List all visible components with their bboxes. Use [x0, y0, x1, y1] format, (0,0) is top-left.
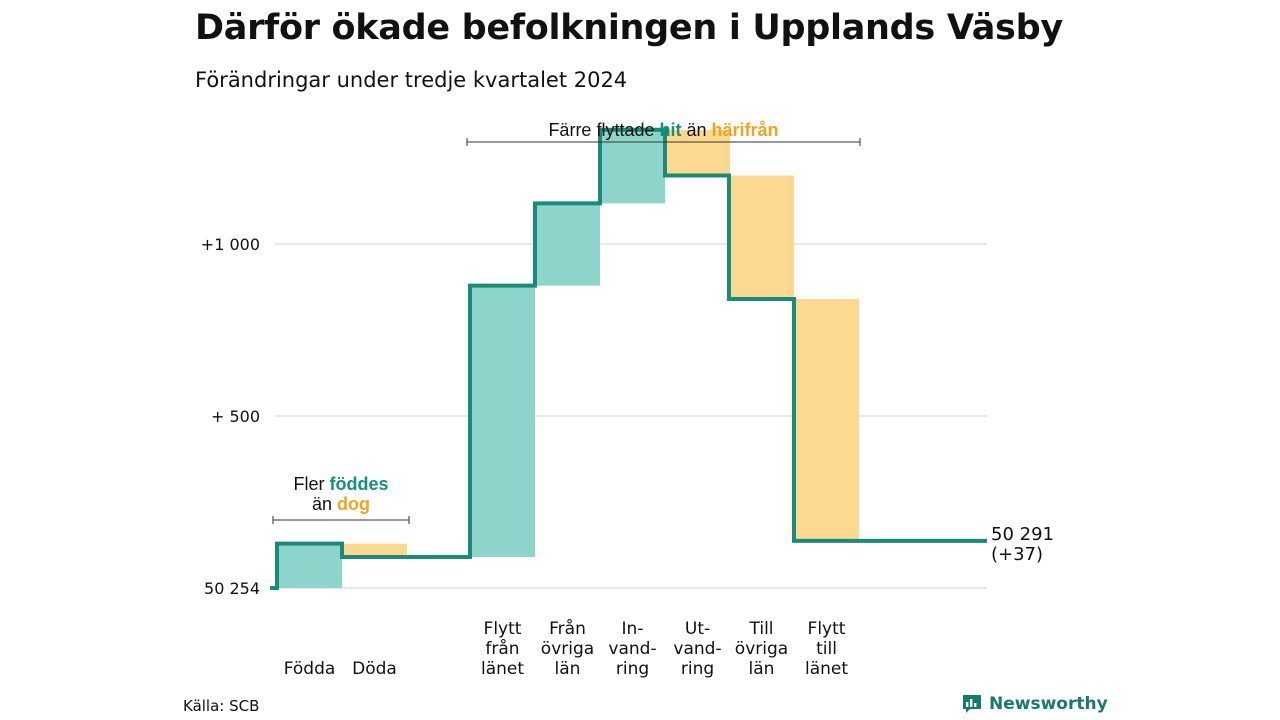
cumulative-step-line — [270, 127, 987, 590]
step-line — [270, 127, 987, 590]
category-label-invandring: In-vand-ring — [608, 619, 656, 679]
y-tick-label: +1 000 — [201, 235, 260, 254]
category-label-till-ovriga-lan: Till övriga län — [735, 619, 788, 679]
bar-doda — [342, 543, 407, 558]
bar-fran-ovriga-lan — [535, 203, 600, 286]
category-label-utvandring: Ut-vand-ring — [673, 619, 721, 679]
y-tick-label: 50 254 — [204, 579, 260, 598]
grid-lines — [275, 243, 987, 589]
category-label-fran-ovriga-lan: Från övriga län — [541, 618, 594, 679]
bar-fodda — [277, 543, 342, 588]
category-label-flytt-fran-lanet: Flytt från länet — [481, 619, 524, 679]
labels: 50 254 + 500 +1 000 Födda Döda Flytt från länet… — [201, 120, 1054, 679]
brand-name: Newsworthy — [989, 694, 1108, 714]
category-label-flytt-till-lanet: Flytt till länet — [805, 619, 848, 679]
annotation-text-migration-1: Färre flyttade hit än härifrån — [548, 120, 778, 140]
bar-flytt-fran-lanet — [470, 285, 535, 558]
annotation-text-births-deaths-2: än dog — [312, 494, 370, 514]
y-tick-label: + 500 — [211, 407, 260, 426]
source-note: Källa: SCB — [183, 697, 260, 715]
bar-flytt-till-lanet — [794, 299, 859, 541]
chart-subtitle: Förändringar under tredje kvartalet 2024 — [195, 68, 628, 92]
category-label-doda: Döda — [352, 659, 397, 679]
bar-utvandring — [665, 129, 730, 176]
newsworthy-logo[interactable]: Newsworthy — [961, 693, 1108, 715]
bar-invandring — [600, 129, 665, 204]
chart-title: Därför ökade befolkningen i Upplands Väs… — [195, 8, 1063, 48]
bar-till-ovriga-lan — [729, 175, 794, 300]
bars — [277, 129, 859, 588]
annotation-text-births-deaths-1: Fler föddes — [293, 474, 388, 494]
end-change-label: (+37) — [991, 544, 1043, 565]
category-label-fodda: Födda — [284, 659, 336, 679]
end-value-label: 50 291 — [991, 524, 1054, 545]
bar-chart-speech-icon — [961, 693, 983, 715]
